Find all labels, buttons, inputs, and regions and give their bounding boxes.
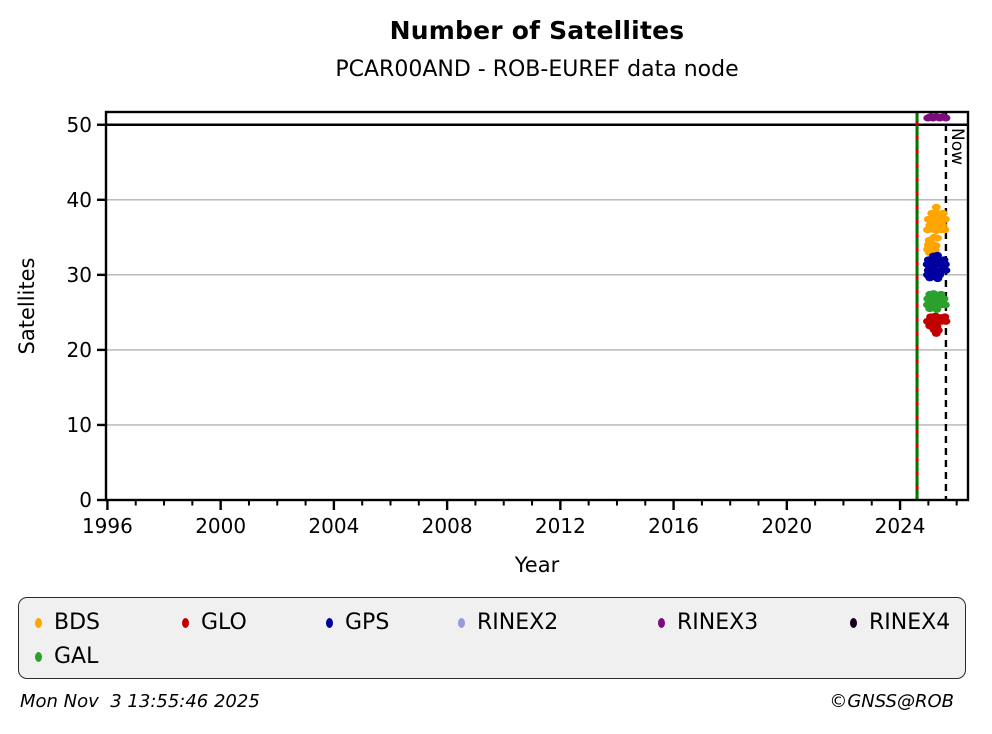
legend-item-bds: BDS: [35, 612, 182, 634]
y-tick-label: 10: [67, 413, 92, 437]
data-point: [931, 329, 941, 337]
glo-marker-icon: [182, 618, 189, 628]
legend-item-rinex3: RINEX3: [658, 612, 850, 634]
data-point: [941, 317, 951, 325]
legend: BDS GLO GPS RINEX2 RINEX3 RINEX4 GAL: [18, 597, 966, 679]
chart-title: Number of Satellites: [389, 16, 685, 45]
legend-label: GPS: [345, 610, 390, 635]
series-glo: [923, 312, 951, 337]
data-point: [931, 203, 941, 211]
y-tick-label: 40: [67, 188, 92, 212]
y-tick-label: 0: [79, 488, 92, 512]
copyright-credit: ©GNSS@ROB: [829, 691, 954, 712]
data-point: [925, 274, 935, 282]
chart-subtitle: PCAR00AND - ROB-EUREF data node: [335, 57, 739, 82]
legend-label: RINEX2: [477, 610, 559, 635]
rinex2-marker-icon: [458, 618, 465, 628]
data-point: [932, 234, 942, 242]
x-minor-ticks: [134, 500, 958, 506]
data-point: [933, 275, 943, 283]
x-tick-label: 2008: [422, 514, 473, 538]
data-point: [941, 114, 951, 122]
series-bds: [923, 203, 950, 257]
legend-label: GAL: [54, 644, 99, 669]
legend-item-gps: GPS: [326, 612, 458, 634]
x-tick-label: 2012: [535, 514, 586, 538]
y-axis-ticks: 0 10 20 30 40 50: [67, 113, 106, 512]
legend-item-glo: GLO: [182, 612, 326, 634]
legend-grid: BDS GLO GPS RINEX2 RINEX3 RINEX4 GAL: [35, 606, 950, 674]
x-tick-label: 2020: [761, 514, 812, 538]
data-point: [939, 295, 949, 303]
y-tick-label: 20: [67, 338, 92, 362]
x-tick-label: 2000: [195, 514, 246, 538]
data-point: [940, 301, 950, 309]
legend-label: RINEX4: [869, 610, 951, 635]
data-point: [940, 215, 950, 223]
rinex4-marker-icon: [850, 618, 857, 628]
y-axis-label: Satellites: [15, 258, 39, 355]
gps-marker-icon: [326, 618, 333, 628]
data-point: [940, 260, 950, 268]
now-label: Now: [947, 128, 967, 165]
x-tick-label: 2024: [875, 514, 926, 538]
legend-label: RINEX3: [677, 610, 759, 635]
bds-marker-icon: [35, 618, 42, 628]
gal-marker-icon: [35, 652, 42, 662]
series-gal: [923, 290, 950, 313]
legend-label: BDS: [54, 610, 100, 635]
y-tick-label: 30: [67, 263, 92, 287]
data-point: [925, 305, 935, 313]
legend-item-rinex4: RINEX4: [850, 612, 950, 634]
series-rinex3: [923, 113, 951, 122]
y-tick-label: 50: [67, 113, 92, 137]
data-point: [938, 209, 948, 217]
rinex3-marker-icon: [658, 618, 665, 628]
x-tick-label: 1996: [82, 514, 133, 538]
x-axis-label: Year: [514, 553, 560, 577]
data-point: [941, 266, 951, 274]
plot-timestamp: Mon Nov 3 13:55:46 2025: [20, 691, 260, 712]
x-tick-label: 2016: [648, 514, 699, 538]
x-tick-label: 2004: [308, 514, 359, 538]
x-axis-ticks: 1996 2000 2004 2008 2012 2016 2020 2024: [82, 500, 926, 538]
series-gps: [922, 251, 951, 283]
y-gridlines: [106, 199, 968, 426]
data-point: [934, 260, 944, 268]
legend-label: GLO: [201, 610, 247, 635]
data-point: [932, 305, 942, 313]
legend-item-gal: GAL: [35, 646, 182, 668]
legend-item-rinex2: RINEX2: [458, 612, 658, 634]
satellite-count-plot: Now 0 10 20 30 40 50 1996 2000 2004 2008 2012 2016 20…: [15, 110, 970, 577]
plot-frame: [104, 110, 970, 502]
data-point: [940, 226, 950, 234]
